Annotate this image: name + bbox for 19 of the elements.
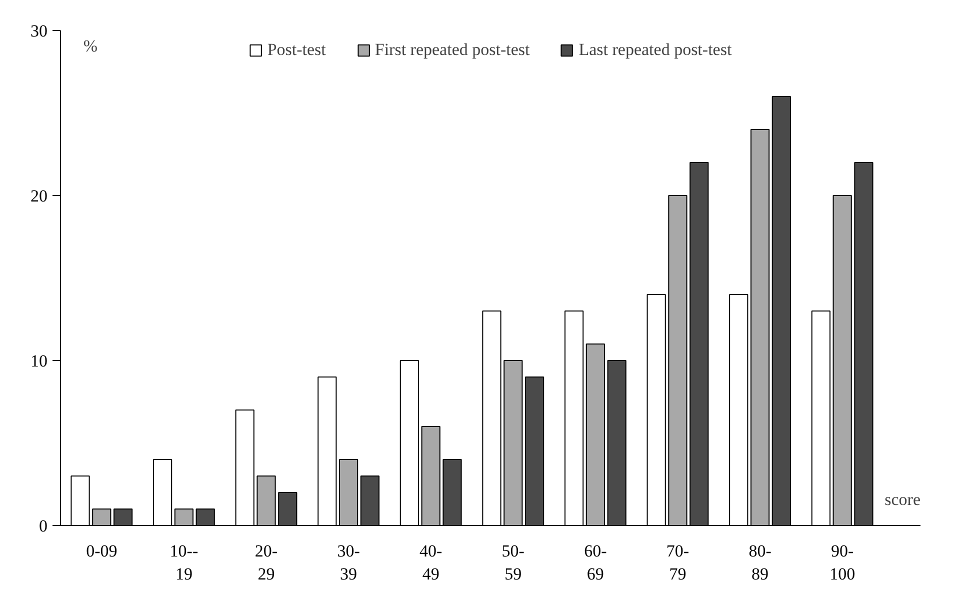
legend-label: First repeated post-test [374, 40, 530, 60]
y-axis-title: % [83, 36, 98, 56]
legend-label: Post-test [267, 40, 326, 60]
x-tick-label: 70- 79 [666, 542, 690, 584]
x-tick-label: 60- 69 [584, 542, 608, 584]
y-tick-label: 30 [30, 22, 48, 40]
y-tick-label: 0 [39, 516, 48, 536]
x-tick-label: 0-09 [86, 542, 118, 560]
legend-label: Last repeated post-test [578, 40, 732, 60]
x-axis-title: score [884, 490, 921, 509]
x-tick-label: 30- 39 [337, 542, 360, 584]
x-tick-label: 90- 100 [830, 542, 856, 584]
x-tick-label: 10-- 19 [170, 542, 198, 584]
y-tick-label: 20 [30, 186, 48, 206]
x-tick-label: 20- 29 [254, 542, 278, 584]
y-tick-label: 10 [30, 352, 48, 370]
x-tick-label: 40- 49 [420, 542, 443, 584]
x-tick-label: 80- 89 [748, 542, 772, 584]
x-tick-label: 50- 59 [502, 542, 525, 584]
